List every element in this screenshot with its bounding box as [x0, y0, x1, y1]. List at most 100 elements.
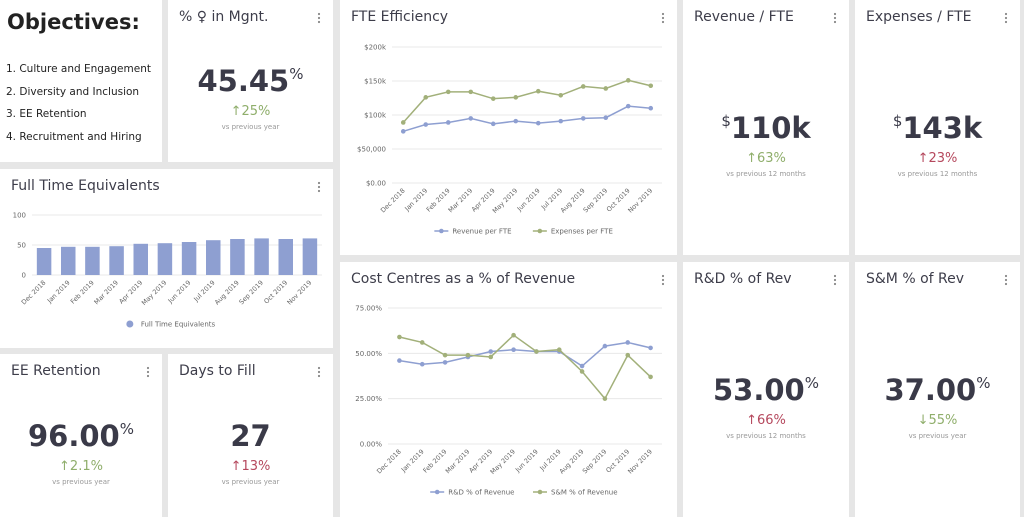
objective-item: 3. EE Retention — [6, 108, 87, 120]
kpi-value-row: $143k — [855, 111, 1020, 145]
point — [535, 120, 541, 126]
point — [445, 89, 451, 95]
point — [625, 340, 631, 345]
kpi-change: ↓55% — [917, 412, 958, 428]
menu-dot — [661, 274, 665, 278]
point — [602, 396, 608, 401]
y-tick-label: $0.00 — [366, 180, 386, 188]
x-tick-label: Nov 2019 — [626, 448, 654, 476]
y-tick-label: 0 — [22, 272, 26, 280]
menu-icon — [146, 366, 150, 378]
point — [648, 374, 653, 380]
menu-dot — [661, 12, 665, 16]
x-tick-label: Mar 2019 — [444, 448, 471, 475]
kpi-title: S&M % of Rev — [866, 271, 965, 287]
point — [558, 92, 564, 98]
line — [403, 105, 651, 133]
point — [423, 122, 429, 127]
x-tick-label: Nov 2019 — [626, 187, 654, 215]
menu-dot — [1004, 20, 1008, 24]
point — [490, 121, 496, 127]
point — [442, 360, 448, 365]
x-tick-label: May 2019 — [140, 279, 168, 307]
point — [423, 95, 429, 100]
chart-title: Full Time Equivalents — [11, 178, 160, 194]
objective-item: 1. Culture and Engagement — [6, 63, 151, 75]
kpi-title: EE Retention — [11, 363, 101, 379]
bar — [36, 248, 52, 275]
kpi-note: vs previous year — [221, 477, 280, 486]
y-tick-label: 50 — [17, 242, 26, 250]
menu-dot — [317, 16, 321, 20]
x-tick-label: Sep 2019 — [582, 187, 609, 214]
point — [625, 352, 631, 358]
kpi-note: vs previous 12 months — [897, 169, 978, 178]
point — [625, 78, 631, 83]
kpi-suffix: % — [289, 65, 304, 83]
menu-icon — [317, 12, 321, 24]
legend-label: R&D % of Revenue — [448, 489, 514, 497]
x-tick-label: Sep 2019 — [238, 279, 265, 306]
legend: Full Time Equivalents — [126, 320, 216, 329]
chart-tile: Cost Centres as a % of Revenue 0.00% 25.00… — [340, 262, 677, 517]
point — [513, 95, 519, 100]
point — [602, 343, 608, 349]
menu-dot — [317, 374, 321, 378]
point — [579, 363, 585, 369]
objectives-list: 1. Culture and Engagement 2. Diversity an… — [6, 58, 151, 148]
point — [400, 120, 406, 125]
menu-icon — [1004, 274, 1008, 286]
menu-dot — [317, 185, 321, 189]
menu-dot — [317, 189, 321, 193]
menu-icon — [661, 12, 665, 24]
menu-dot — [833, 278, 837, 282]
point — [468, 116, 474, 121]
point — [397, 334, 402, 340]
menu-dot — [317, 20, 321, 24]
kpi-change: ↑63% — [746, 150, 786, 166]
kpi-suffix: % — [976, 373, 991, 392]
menu-dot — [1004, 16, 1008, 20]
chart-tile: Full Time Equivalents 0 50 100 Dec 2018 Jan 2… — [0, 169, 333, 348]
kpi-prefix: $ — [892, 111, 903, 130]
legend-item: Expenses per FTE — [532, 228, 613, 236]
menu-dot — [1004, 282, 1008, 286]
legend-item: S&M % of Revenue — [533, 489, 618, 497]
line — [402, 79, 651, 123]
y-tick-label: $150k — [364, 78, 387, 86]
line — [399, 341, 651, 367]
x-tick-label: Dec 2018 — [375, 448, 403, 476]
point — [648, 83, 654, 89]
x-tick-label: Jun 2019 — [515, 187, 542, 214]
bar — [206, 240, 221, 275]
kpi-value: 45.45 — [197, 64, 290, 98]
kpi-change: ↑13% — [230, 458, 271, 474]
kpi-tile: % ♀ in Mgnt. 45.45% ↑25% vs previous year — [168, 0, 333, 162]
menu-icon — [833, 274, 837, 286]
y-tick-label: 100 — [13, 212, 26, 220]
kpi-value: 53.00 — [713, 372, 805, 407]
y-tick-label: 50.00% — [355, 350, 382, 358]
objective-item: 4. Recruitment and Hiring — [6, 130, 142, 143]
kpi-change: ↑2.1% — [59, 458, 103, 474]
bar — [157, 243, 173, 275]
x-tick-label: Aug 2019 — [213, 279, 241, 307]
bar — [230, 239, 245, 275]
point — [558, 118, 564, 124]
legend-item: Full Time Equivalents — [126, 320, 216, 329]
kpi-tile: EE Retention 96.00% ↑2.1% vs previous year — [0, 354, 162, 517]
bar — [61, 246, 76, 275]
menu-icon — [317, 366, 321, 378]
y-tick-label: 25.00% — [355, 395, 382, 403]
point — [490, 96, 496, 101]
point — [580, 84, 586, 89]
kpi-tile: R&D % of Rev 53.00% ↑66% vs previous 12 mon… — [683, 262, 849, 517]
point — [580, 116, 586, 121]
menu-icon — [833, 12, 837, 24]
bar — [85, 246, 100, 275]
menu-dot — [833, 20, 837, 24]
menu-dot — [1004, 278, 1008, 282]
menu-dot — [833, 274, 837, 278]
